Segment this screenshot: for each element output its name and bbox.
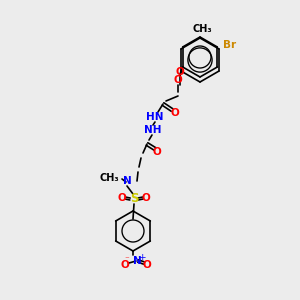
Text: S: S xyxy=(130,193,138,206)
Text: O: O xyxy=(174,75,182,85)
Text: O: O xyxy=(153,147,161,157)
Text: +: + xyxy=(138,254,146,262)
Text: HN: HN xyxy=(146,112,164,122)
Text: O: O xyxy=(118,193,126,203)
Text: O: O xyxy=(171,108,179,118)
Text: CH₃: CH₃ xyxy=(192,24,212,34)
Text: O: O xyxy=(142,260,152,270)
Text: ⁻: ⁻ xyxy=(124,256,129,265)
Text: N: N xyxy=(133,256,141,266)
Text: O: O xyxy=(142,193,150,203)
Text: O: O xyxy=(175,67,184,77)
Text: O: O xyxy=(121,260,129,270)
Text: Br: Br xyxy=(223,40,236,50)
Text: CH₃: CH₃ xyxy=(99,173,119,183)
Text: N: N xyxy=(123,176,131,186)
Text: NH: NH xyxy=(144,125,162,135)
